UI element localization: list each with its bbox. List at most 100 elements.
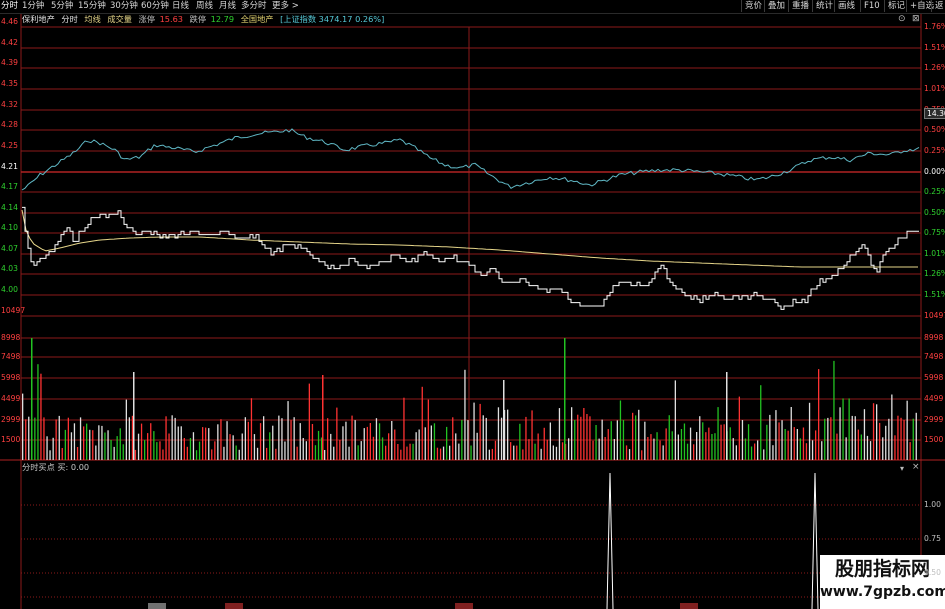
tab-period-3[interactable]: 15分钟 <box>78 1 106 11</box>
volume-bar <box>116 436 118 460</box>
volume-axis-label-right: 7498 <box>924 352 944 361</box>
volume-bar <box>320 437 323 460</box>
close-icon[interactable]: ⊠ <box>912 14 920 24</box>
toolbar-button-4[interactable]: 统计 <box>812 0 836 12</box>
volume-axis-label-right: 4499 <box>924 394 944 403</box>
indicator-axis-label: 0.50 <box>924 568 941 577</box>
tab-period-4[interactable]: 30分钟 <box>110 1 138 11</box>
volume-bar <box>238 449 240 460</box>
volume-bar <box>683 423 686 460</box>
volume-bar <box>644 421 646 460</box>
volume-bar <box>287 401 289 460</box>
volume-bar <box>202 427 204 460</box>
volume-bar <box>693 444 695 460</box>
volume-bar <box>650 434 652 460</box>
volume-bar <box>555 446 558 460</box>
indicator-close-icon[interactable]: × <box>912 462 920 472</box>
volume-bar <box>470 445 472 460</box>
volume-bar <box>156 442 158 460</box>
volume-bar <box>772 445 774 460</box>
volume-bar <box>866 435 869 460</box>
volume-bar <box>263 416 265 460</box>
volume-axis-label-right: 5998 <box>924 373 944 382</box>
volume-axis-label-right: 2999 <box>924 415 944 424</box>
toolbar-button-8[interactable]: +自选 <box>906 0 937 12</box>
dropdown-icon[interactable]: ▾ <box>900 464 905 473</box>
toolbar-button-5[interactable]: 画线 <box>834 0 858 12</box>
volume-bar <box>345 421 347 460</box>
volume-bar <box>760 385 762 460</box>
tab-period-7[interactable]: 周线 <box>196 1 214 11</box>
volume-bar <box>37 364 39 460</box>
toolbar-button-3[interactable]: 重播 <box>788 0 812 12</box>
limit-up-label: 涨停 <box>138 14 155 24</box>
volume-bar <box>98 425 100 460</box>
toolbar-button-6[interactable]: F10 <box>860 0 883 12</box>
volume-bar <box>821 441 823 460</box>
tab-period-5[interactable]: 60分钟 <box>141 1 169 11</box>
volume-bar <box>214 441 216 460</box>
tab-intraday[interactable]: 分时 <box>1 1 19 11</box>
volume-bar <box>299 423 301 460</box>
volume-bar <box>354 420 356 460</box>
volume-bar <box>537 433 539 460</box>
toolbar-button-7[interactable]: 标记 <box>884 0 908 12</box>
indicator-title: 分时买点 买: 0.00 <box>22 462 90 472</box>
volume-bar <box>52 437 54 460</box>
volume-bar <box>125 399 127 460</box>
volume-bar <box>241 433 243 460</box>
volume-bar <box>659 440 661 460</box>
volume-bar <box>25 419 27 460</box>
volume-bar <box>189 438 192 460</box>
volume-bar <box>324 450 326 460</box>
volume-bar <box>281 418 283 460</box>
volume-bar <box>58 415 60 460</box>
volume-bar <box>845 437 847 460</box>
price-axis-label: 4.39 <box>1 58 18 67</box>
volume-bar <box>549 422 551 460</box>
volume-bar <box>763 449 765 460</box>
volume-bar <box>449 445 451 460</box>
volume-bar <box>235 445 237 460</box>
toolbar-button-1[interactable]: 竞价 <box>741 0 765 12</box>
volume-bar <box>186 446 188 460</box>
volume-bar <box>677 434 679 460</box>
volume-bar <box>662 445 664 460</box>
volume-bar <box>67 417 69 460</box>
volume-bar <box>680 429 683 460</box>
volume-bar <box>811 440 814 460</box>
volume-bar <box>876 404 878 460</box>
percent-axis-label: 10497 <box>924 311 945 320</box>
volume-bar <box>833 360 835 460</box>
tab-period-8[interactable]: 月线 <box>219 1 237 11</box>
volume-bar <box>869 441 872 460</box>
volume-bar <box>342 426 344 460</box>
volume-bar <box>494 440 497 460</box>
volume-bar <box>305 441 307 460</box>
volume-bar <box>641 450 643 460</box>
toolbar-button-2[interactable]: 叠加 <box>764 0 788 12</box>
settings-icon[interactable]: ⊙ <box>898 14 906 24</box>
sector-name[interactable]: 全国地产 <box>240 14 274 24</box>
volume-bar <box>897 415 899 460</box>
volume-bar <box>754 443 756 460</box>
tab-period-6[interactable]: 日线 <box>172 1 190 11</box>
volume-bar <box>266 447 268 460</box>
tab-period-2[interactable]: 5分钟 <box>51 1 74 11</box>
volume-bar <box>296 446 298 460</box>
price-line <box>22 206 919 310</box>
percent-axis-label: 0.25% <box>924 146 945 155</box>
volume-bar <box>144 440 146 460</box>
tab-period-10[interactable]: 更多 > <box>272 1 299 11</box>
volume-bar <box>256 447 259 460</box>
price-axis-label: 10497 <box>1 306 26 315</box>
volume-bar <box>723 424 725 460</box>
tab-period-1[interactable]: 1分钟 <box>22 1 45 11</box>
volume-bar <box>128 417 130 460</box>
tab-period-9[interactable]: 多分时 <box>241 1 267 11</box>
percent-axis-label: 1.01% <box>924 249 945 258</box>
volume-bar <box>744 438 747 460</box>
volume-bar <box>729 427 731 460</box>
toolbar-button-9[interactable]: 返 <box>931 0 945 12</box>
volume-bar <box>568 438 570 460</box>
